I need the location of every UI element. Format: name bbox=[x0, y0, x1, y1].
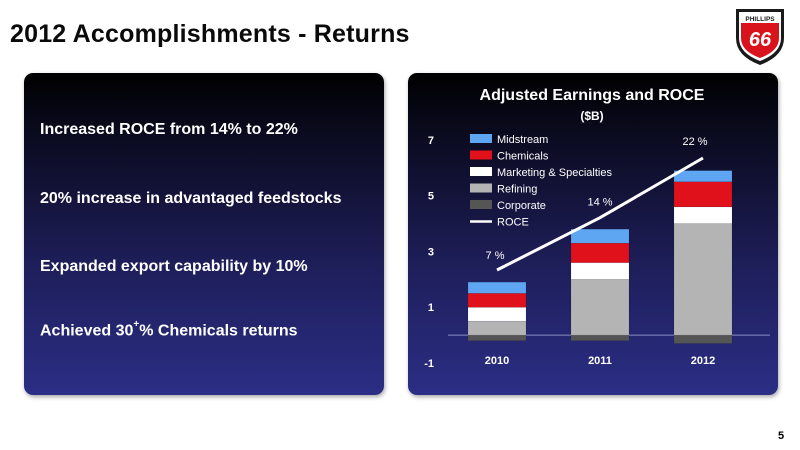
accomplishment-feedstocks: 20% increase in advantaged feedstocks bbox=[40, 190, 342, 207]
roce-data-label: 7 % bbox=[486, 250, 505, 262]
x-tick-label: 2011 bbox=[588, 355, 612, 367]
legend-label: Midstream bbox=[497, 134, 548, 146]
y-tick-label: 1 bbox=[428, 302, 434, 314]
x-tick-label: 2012 bbox=[691, 355, 715, 367]
bar-chemicals bbox=[570, 242, 630, 263]
chart-plot-area: -1 1 3 5 7 2010 2011 2012 7 % 14 % 22 % Midstream Ch… bbox=[424, 134, 770, 370]
bar-chemicals bbox=[673, 181, 733, 208]
roce-data-label: 14 % bbox=[587, 197, 612, 209]
bar-midstream bbox=[570, 228, 630, 244]
chart-subtitle: ($B) bbox=[580, 109, 603, 123]
legend-label: Chemicals bbox=[497, 151, 549, 163]
legend-swatch bbox=[470, 183, 492, 193]
bar-midstream bbox=[673, 170, 733, 183]
accomplishment-chemicals-sup: + bbox=[133, 319, 140, 330]
legend-swatch bbox=[470, 200, 492, 209]
chart-title: Adjusted Earnings and ROCE bbox=[480, 87, 705, 104]
bar-refining bbox=[570, 279, 630, 336]
legend-label: ROCE bbox=[497, 217, 529, 229]
legend-label: Refining bbox=[497, 184, 537, 196]
bar-marketing-specialties bbox=[570, 262, 630, 280]
slide-title: 2012 Accomplishments - Returns bbox=[10, 20, 410, 48]
accomplishment-chemicals-text-a: Achieved 30 bbox=[40, 322, 134, 340]
bar-refining bbox=[673, 223, 733, 336]
bar-marketing-specialties bbox=[673, 206, 733, 224]
bar-chemicals bbox=[467, 293, 527, 308]
roce-data-label: 22 % bbox=[682, 136, 707, 148]
bar-marketing-specialties bbox=[467, 306, 527, 322]
y-tick-label: 7 bbox=[428, 135, 434, 147]
roce-line bbox=[496, 156, 704, 272]
bar-corporate bbox=[570, 334, 630, 341]
legend-swatch bbox=[470, 150, 492, 160]
legend-label: Marketing & Specialties bbox=[497, 167, 612, 179]
y-tick-label: -1 bbox=[424, 358, 434, 370]
bar-corporate bbox=[673, 334, 733, 344]
logo-top-text: PHILLIPS bbox=[745, 16, 775, 23]
earnings-roce-chart: Adjusted Earnings and ROCE ($B) -1 1 3 5 7 20… bbox=[424, 87, 770, 370]
y-tick-label: 3 bbox=[428, 246, 434, 258]
chart-panel: Adjusted Earnings and ROCE ($B) -1 1 3 5 7 20… bbox=[408, 73, 778, 395]
logo-number: 66 bbox=[749, 29, 772, 51]
bar-refining bbox=[467, 320, 527, 336]
x-tick-label: 2010 bbox=[485, 355, 509, 367]
phillips-66-logo: PHILLIPS 66 bbox=[736, 9, 784, 65]
accomplishment-chemicals-text-b: % Chemicals returns bbox=[139, 322, 298, 340]
bar-midstream bbox=[467, 281, 527, 294]
accomplishments-panel: Increased ROCE from 14% to 22% 20% incre… bbox=[24, 73, 384, 395]
accomplishment-roce: Increased ROCE from 14% to 22% bbox=[40, 121, 298, 138]
y-tick-label: 5 bbox=[428, 191, 434, 203]
accomplishment-export: Expanded export capability by 10% bbox=[40, 258, 308, 275]
page-number: 5 bbox=[778, 430, 785, 442]
legend-swatch bbox=[470, 167, 492, 176]
bar-corporate bbox=[467, 334, 527, 341]
legend-label: Corporate bbox=[497, 200, 546, 212]
legend-swatch bbox=[470, 134, 492, 143]
accomplishment-chemicals: Achieved 30+% Chemicals returns bbox=[40, 319, 298, 340]
